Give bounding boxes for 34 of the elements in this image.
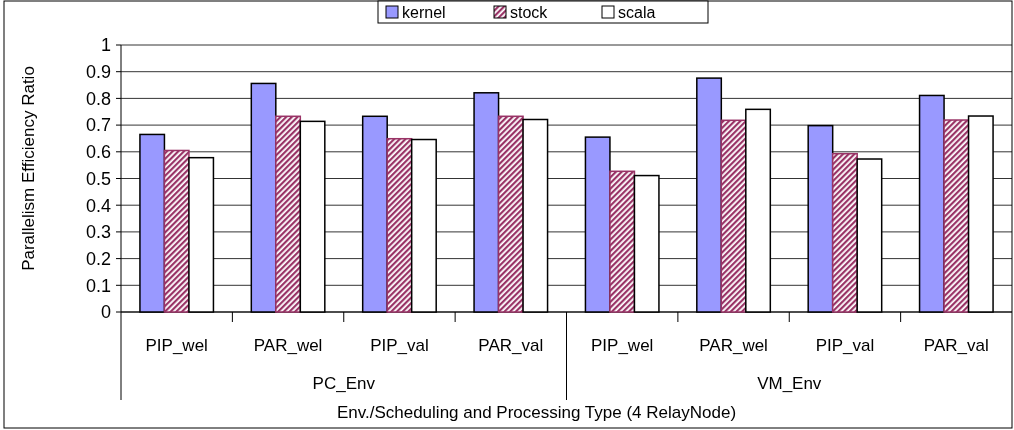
y-tick-label: 0.9: [85, 62, 111, 82]
y-tick-label: 0.2: [85, 248, 111, 269]
x-tick-label: PIP_val: [815, 335, 875, 355]
x-tick-label: PIP_wel: [591, 335, 654, 355]
bar: [720, 119, 747, 313]
legend-label: kernel: [402, 3, 446, 21]
x-axis-title: Env./Scheduling and Processing Type (4 RelayNode): [336, 402, 737, 422]
y-tick-label: 0.4: [85, 195, 111, 216]
y-tick-label: 0.5: [85, 168, 111, 189]
text: PC_Env: [312, 373, 376, 393]
y-tick-label: 0.6: [85, 142, 111, 163]
y-tick-label: 0.8: [85, 88, 111, 109]
x-tick-label: PAR_val: [923, 335, 989, 355]
bar: [497, 115, 524, 313]
bar: [386, 137, 413, 313]
bar: [609, 170, 636, 313]
y-tick-label: 0.1: [85, 275, 111, 296]
text: VM_Env: [757, 373, 822, 393]
bar: [831, 152, 858, 313]
y-tick-label: 0: [100, 302, 111, 323]
legend-label: scala: [618, 3, 656, 21]
y-tick-label: 0.7: [85, 115, 111, 136]
x-tick-label: PAR_val: [478, 335, 544, 355]
y-tick-label: 1: [100, 35, 111, 56]
bar: [163, 149, 190, 313]
bar: [943, 119, 970, 313]
bar: [275, 115, 302, 313]
y-axis-title: Parallelism Efficiency Ratio: [18, 66, 38, 271]
y-tick-label: 0.3: [85, 222, 111, 243]
legend-label: stock: [510, 3, 549, 21]
x-tick-label: PAR_wel: [699, 335, 768, 355]
x-tick-label: PIP_wel: [145, 335, 208, 355]
x-tick-label: PAR_wel: [253, 335, 323, 355]
x-tick-label: PIP_val: [370, 335, 429, 355]
